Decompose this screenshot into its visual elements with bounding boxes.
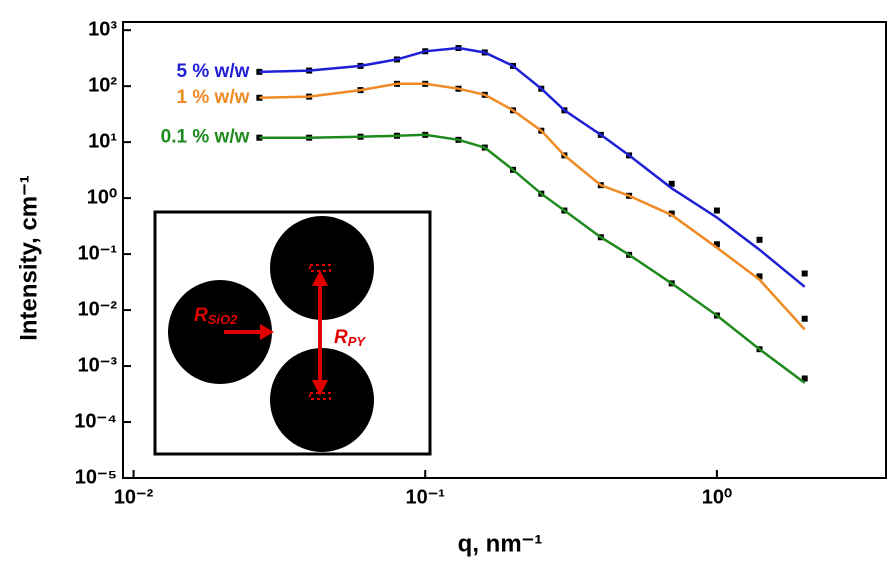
label-main: R <box>334 327 348 348</box>
y-tick-label: 10⁻³ <box>78 354 118 376</box>
data-point <box>256 134 263 141</box>
data-point <box>713 207 720 214</box>
data-point <box>256 94 263 101</box>
arrow-head <box>312 270 328 286</box>
center-marker <box>309 264 331 272</box>
label-main: R <box>194 305 208 326</box>
particle <box>168 280 272 384</box>
y-tick-label: 10⁻¹ <box>78 242 118 264</box>
inset-label: RPY <box>334 327 366 349</box>
data-point <box>801 315 808 322</box>
y-tick-label: 10⁻⁵ <box>75 466 117 488</box>
inset: RSiO2 RPY <box>153 210 432 456</box>
fit-line <box>259 82 806 331</box>
series-label: 0.1 % w/w <box>161 127 250 148</box>
series-label: 5 % w/w <box>177 61 250 82</box>
x-axis-title: q, nm⁻¹ <box>458 530 543 557</box>
y-axis-title: Intensity, cm⁻¹ <box>15 175 42 341</box>
data-point <box>256 68 263 75</box>
particle <box>270 348 374 452</box>
arrow-head <box>312 380 328 396</box>
y-tick-label: 10¹ <box>88 130 117 152</box>
fit-line <box>259 46 806 288</box>
y-tick-label: 10³ <box>88 18 117 40</box>
y-tick-label: 10² <box>88 74 117 96</box>
label-sub: PY <box>348 334 367 349</box>
label-sub: SiO2 <box>208 312 238 327</box>
arrow-head <box>260 324 274 340</box>
y-tick-label: 10⁰ <box>87 186 117 208</box>
x-tick-label: 10⁰ <box>702 486 732 508</box>
data-point <box>668 180 675 187</box>
series-label: 1 % w/w <box>177 87 250 108</box>
y-tick-label: 10⁻² <box>78 298 118 320</box>
center-marker <box>309 392 331 400</box>
plot-frame <box>122 21 887 479</box>
x-tick-label: 10⁻¹ <box>405 486 445 508</box>
data-point <box>756 273 763 280</box>
fit-line <box>259 133 806 384</box>
y-tick-label: 10⁻⁴ <box>74 410 117 432</box>
data-point <box>801 375 808 382</box>
x-tick-label: 10⁻² <box>114 486 154 508</box>
data-point <box>801 270 808 277</box>
data-point <box>756 236 763 243</box>
particle <box>270 216 374 320</box>
data-point <box>668 210 675 217</box>
data-point <box>713 241 720 248</box>
inset-label: RSiO2 <box>194 305 238 327</box>
